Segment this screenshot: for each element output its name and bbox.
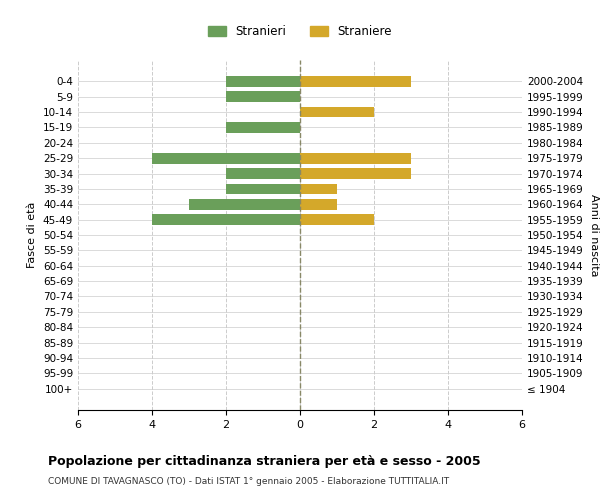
Bar (189, 199, 300, 209)
Bar (300, 168, 411, 179)
Text: COMUNE DI TAVAGNASCO (TO) - Dati ISTAT 1° gennaio 2005 - Elaborazione TUTTITALIA: COMUNE DI TAVAGNASCO (TO) - Dati ISTAT 1… (48, 478, 449, 486)
Text: Popolazione per cittadinanza straniera per età e sesso - 2005: Popolazione per cittadinanza straniera p… (48, 455, 481, 468)
Bar (226, 122, 300, 133)
Bar (300, 214, 374, 225)
Y-axis label: Anni di nascita: Anni di nascita (589, 194, 599, 276)
Bar (300, 184, 337, 194)
Bar (152, 153, 300, 164)
Bar (300, 76, 411, 86)
Y-axis label: Fasce di età: Fasce di età (28, 202, 37, 268)
Bar (226, 92, 300, 102)
Bar (300, 106, 374, 118)
Bar (300, 199, 337, 209)
Legend: Stranieri, Straniere: Stranieri, Straniere (203, 20, 397, 43)
Bar (152, 214, 300, 225)
Bar (226, 168, 300, 179)
Bar (226, 76, 300, 86)
Bar (300, 153, 411, 164)
Bar (226, 184, 300, 194)
